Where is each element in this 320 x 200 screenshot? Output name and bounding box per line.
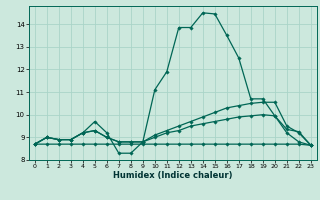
X-axis label: Humidex (Indice chaleur): Humidex (Indice chaleur): [113, 171, 233, 180]
